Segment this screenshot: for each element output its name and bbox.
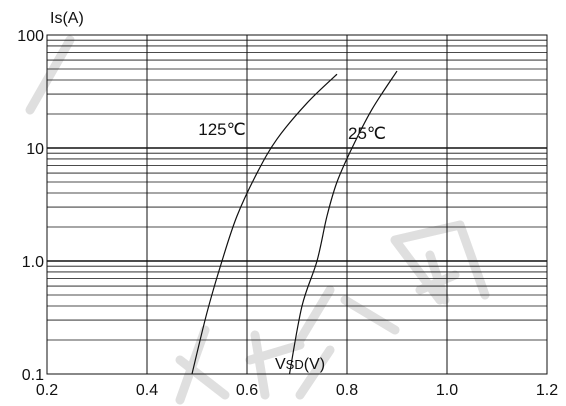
series-line	[191, 73, 338, 375]
y-tick-labels: 0.1 1.0 10 100	[17, 28, 44, 384]
plot-frame	[46, 34, 548, 375]
watermark	[25, 35, 490, 405]
x-tick-label: 0.4	[136, 382, 158, 399]
x-tick-label: 0.2	[36, 382, 58, 399]
y-axis-title: Is(A)	[50, 10, 84, 27]
x-tick-label: 0.6	[236, 382, 258, 399]
grid	[47, 35, 547, 374]
y-tick-label: 100	[17, 28, 44, 45]
curve-label: 125℃	[198, 120, 245, 139]
y-tick-label: 1.0	[22, 254, 44, 271]
x-axis-title-main: V	[275, 356, 286, 373]
x-tick-label: 0.8	[336, 382, 358, 399]
series-line	[288, 70, 398, 375]
x-axis-title-sub: SD	[286, 357, 304, 372]
curve-label: 25℃	[348, 124, 386, 143]
x-axis-title-unit: (V)	[304, 356, 325, 373]
y-tick-label: 0.1	[22, 367, 44, 384]
x-tick-labels: 0.2 0.4 0.6 0.8 1.0 1.2	[36, 382, 558, 399]
curves	[191, 70, 398, 375]
y-tick-label: 10	[26, 141, 44, 158]
x-tick-label: 1.2	[536, 382, 558, 399]
x-axis-title: VSD(V)	[275, 356, 325, 373]
curve-labels: 125℃ 25℃	[198, 120, 386, 143]
x-tick-label: 1.0	[436, 382, 458, 399]
